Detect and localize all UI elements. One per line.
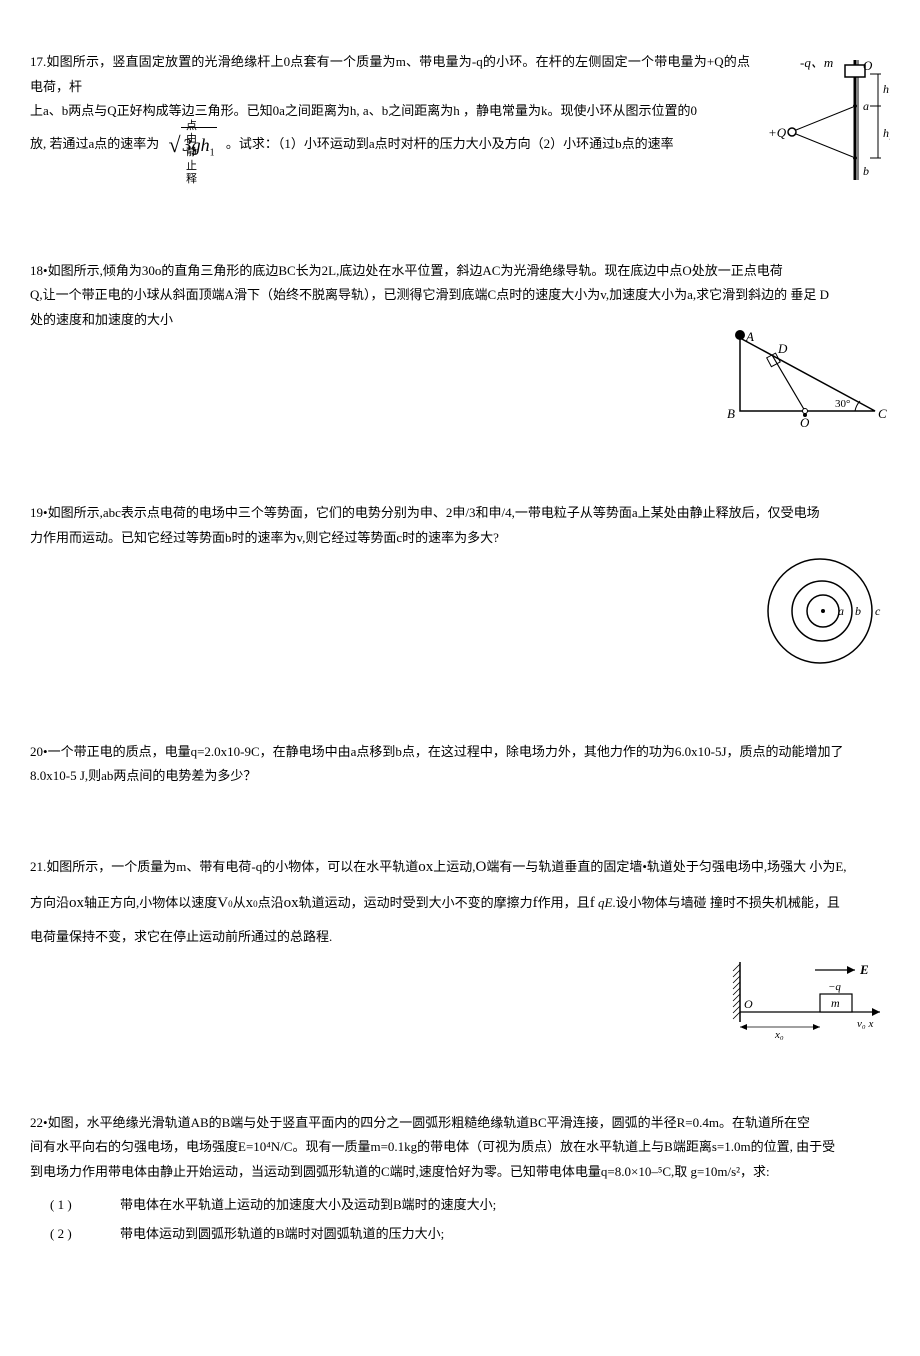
var-ox: ox bbox=[418, 859, 433, 875]
p21-l3: 电荷量保持不变，求它在停止运动前所通过的总路程. bbox=[30, 929, 332, 944]
label-v0x: v₀ x bbox=[857, 1018, 873, 1030]
p17-line3b: 。试求：（1）小环运动到a点时对杆的压力大小及方向（2）小环通过b点的速率 bbox=[226, 136, 674, 151]
label-m: m bbox=[831, 996, 840, 1010]
p22-line1: 如图，水平绝缘光滑轨道AB的B端与处于竖直平面内的四分之一圆弧形粗糙绝缘轨道BC… bbox=[48, 1115, 810, 1130]
problem-number: 21. bbox=[30, 859, 46, 874]
p20-line1: 一个带正电的质点，电量q=2.0x10-9C，在静电场中由a点移到b点，在这过程… bbox=[48, 744, 844, 759]
p21-l1c: 端有一与轨道垂直的固定墙•轨道处于匀强电场中,场强大 小为E, bbox=[486, 859, 846, 874]
p22-line2: 间有水平向右的匀强电场，电场强度E=10⁴N/C。现有一质量m=0.1kg的带电… bbox=[30, 1139, 835, 1154]
q1-num: ( 1 ) bbox=[50, 1193, 90, 1218]
p21-l1b: 上运动, bbox=[433, 859, 475, 874]
var-f2: f bbox=[590, 895, 595, 911]
label-a: a bbox=[863, 99, 869, 113]
label-O: O bbox=[863, 58, 873, 73]
problem-20: 20•一个带正电的质点，电量q=2.0x10-9C，在静电场中由a点移到b点，在… bbox=[30, 740, 890, 789]
p20-line2: 8.0x10-5 J,则ab两点间的电势差为多少？ bbox=[30, 768, 256, 783]
p22-line3: 到电场力作用带电体由静止开始运动，当运动到圆弧形轨道的C端时,速度恰好为零。已知… bbox=[30, 1164, 770, 1179]
p19-line1: 如图所示,abc表示点电荷的电场中三个等势面，它们的电势分别为申、2申/3和申/… bbox=[48, 505, 820, 520]
problem-19-text: 19•如图所示,abc表示点电荷的电场中三个等势面，它们的电势分别为申、2申/3… bbox=[30, 501, 890, 550]
problem-18-text: 18•如图所示,倾角为30o的直角三角形的底边BC长为2L,底边处在水平位置，斜… bbox=[30, 259, 890, 333]
p17-line2a: 上a、b两点与Q正好构成等边三角形。已知0a之间距离为h, a、b之间距离为h bbox=[30, 103, 460, 118]
p17-line2b: ，静电常量为k。现使小环从图示位置的0 bbox=[463, 103, 697, 118]
q2-text: 带电体运动到圆弧形轨道的B端时对圆弧轨道的压力大小; bbox=[120, 1222, 444, 1247]
problem-21: 21.如图所示，一个质量为m、带有电荷-q的小物体，可以在水平轨道ox上运动,O… bbox=[30, 849, 890, 1051]
p21-l2g: .设小物体与墙碰 撞时不损失机械能，且 bbox=[612, 895, 840, 910]
p21-l2a: 方向沿 bbox=[30, 895, 69, 910]
label-b: b bbox=[863, 164, 869, 178]
label-h1: h₁ bbox=[883, 82, 890, 96]
var-ox2: ox bbox=[69, 895, 84, 911]
var-V: V bbox=[217, 895, 228, 911]
p18-line1: 如图所示,倾角为30o的直角三角形的底边BC长为2L,底边处在水平位置，斜边AC… bbox=[48, 263, 783, 278]
problem-number: 22• bbox=[30, 1115, 48, 1130]
problem-22-text: 22•如图，水平绝缘光滑轨道AB的B端与处于竖直平面内的四分之一圆弧形粗糙绝缘轨… bbox=[30, 1111, 890, 1185]
problem-21-text: 21.如图所示，一个质量为m、带有电荷-q的小物体，可以在水平轨道ox上运动,O… bbox=[30, 849, 890, 952]
var-O: O bbox=[475, 859, 486, 875]
p21-l1a: 如图所示，一个质量为m、带有电荷-q的小物体，可以在水平轨道 bbox=[46, 859, 418, 874]
label-a: a bbox=[838, 604, 844, 618]
diagram-21: E −q m O x₀ v₀ x bbox=[720, 952, 890, 1051]
diagram-18: A B C D O 30° bbox=[700, 323, 890, 442]
p17-line1: 如图所示，竖直固定放置的光滑绝缘杆上0点套有一个质量为m、带电量为-q的小环。在… bbox=[30, 54, 750, 94]
q1-text: 带电体在水平轨道上运动的加速度大小及运动到B端时的速度大小; bbox=[120, 1193, 496, 1218]
p18-line2: Q,让一个带正电的小球从斜面顶端A滑下（始终不脱离导轨），已测得它滑到底端C点时… bbox=[30, 287, 829, 302]
label-A: A bbox=[745, 329, 754, 344]
formula-sqrt-3gh1: √3gh1 bbox=[169, 124, 217, 166]
problem-number: 19• bbox=[30, 505, 48, 520]
p17-line3a: 放, 若通过a点的速率为 bbox=[30, 136, 159, 151]
p21-l2e: 轨道运动，运动时受到大小不变的摩擦力 bbox=[299, 895, 533, 910]
p19-line2: 力作用而运动。已知它经过等势面b时的速率为v,则它经过等势面c时的速率为多大? bbox=[30, 530, 499, 545]
problem-22-subquestions: ( 1 ) 带电体在水平轨道上运动的加速度大小及运动到B端时的速度大小; ( 2… bbox=[30, 1193, 890, 1246]
problem-18: 18•如图所示,倾角为30o的直角三角形的底边BC长为2L,底边处在水平位置，斜… bbox=[30, 259, 890, 442]
label-q: -q、m bbox=[800, 55, 833, 70]
label-Q: +Q bbox=[768, 125, 787, 140]
p21-l2f: 作用，且 bbox=[538, 895, 590, 910]
diagram-19: a b c bbox=[760, 551, 890, 680]
label-D: D bbox=[777, 341, 788, 356]
problem-22: 22•如图，水平绝缘光滑轨道AB的B端与处于竖直平面内的四分之一圆弧形粗糙绝缘轨… bbox=[30, 1111, 890, 1246]
label-O2: O bbox=[744, 997, 753, 1011]
label-B: B bbox=[727, 406, 735, 421]
q2-num: ( 2 ) bbox=[50, 1222, 90, 1247]
p21-l2c: 从 bbox=[233, 895, 246, 910]
problem-19: 19•如图所示,abc表示点电荷的电场中三个等势面，它们的电势分别为申、2申/3… bbox=[30, 501, 890, 679]
label-q: −q bbox=[828, 981, 841, 993]
problem-20-text: 20•一个带正电的质点，电量q=2.0x10-9C，在静电场中由a点移到b点，在… bbox=[30, 740, 890, 789]
label-b: b bbox=[855, 604, 861, 618]
p21-l2b: 轴正方向,小物体以速度 bbox=[84, 895, 217, 910]
p21-l2d: 点沿 bbox=[258, 895, 284, 910]
p18-line3: 处的速度和加速度的大小 bbox=[30, 312, 173, 327]
var-ox3: ox bbox=[284, 895, 299, 911]
label-angle: 30° bbox=[835, 398, 850, 410]
label-E: E bbox=[859, 962, 869, 977]
problem-number: 17. bbox=[30, 54, 46, 69]
label-c: c bbox=[875, 604, 881, 618]
problem-number: 18• bbox=[30, 263, 48, 278]
label-C: C bbox=[878, 406, 887, 421]
problem-17: -q、m O a b +Q h₁ h₂ 17.如图所示，竖直固定放置的光滑绝缘杆… bbox=[30, 50, 890, 199]
label-h2: h₂ bbox=[883, 126, 890, 140]
label-x0: x₀ bbox=[774, 1029, 784, 1041]
label-O: O bbox=[800, 415, 810, 430]
var-qE: qE bbox=[598, 895, 612, 910]
diagram-17: -q、m O a b +Q h₁ h₂ bbox=[760, 50, 890, 199]
problem-number: 20• bbox=[30, 744, 48, 759]
